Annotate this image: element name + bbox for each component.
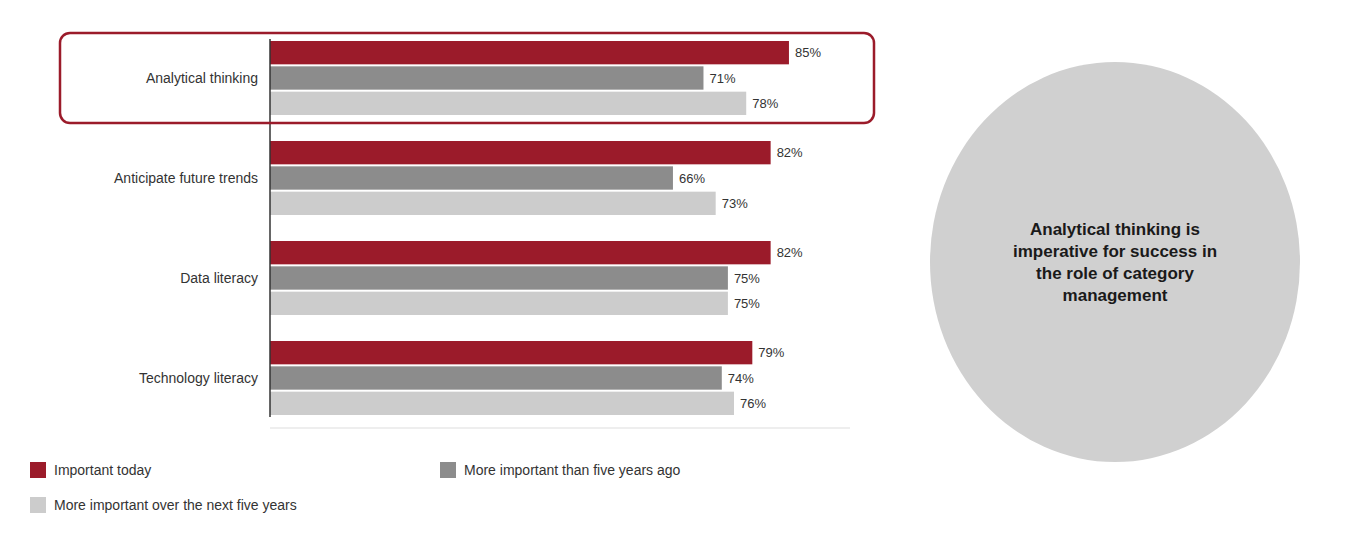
data-label: 82% (777, 145, 803, 160)
legend-label: More important than five years ago (464, 462, 681, 478)
annotation-line: management (1063, 286, 1168, 305)
data-label: 66% (679, 171, 705, 186)
category-label: Data literacy (180, 270, 258, 286)
bars (270, 41, 789, 415)
bar (270, 166, 673, 189)
annotation-circle (930, 62, 1300, 462)
legend-label: Important today (54, 462, 151, 478)
category-label: Analytical thinking (146, 70, 258, 86)
bar (270, 292, 728, 315)
legend-swatch (30, 497, 46, 513)
highlight-box (60, 33, 874, 123)
data-label: 75% (734, 271, 760, 286)
bar (270, 392, 734, 415)
bar (270, 141, 771, 164)
axis-line (269, 39, 271, 417)
data-label: 78% (752, 96, 778, 111)
annotation: Analytical thinking is imperative for suc… (1013, 220, 1217, 305)
x-range-line (270, 428, 850, 429)
legend-label: More important over the next five years (54, 497, 297, 513)
bar (270, 41, 789, 64)
annotation-line: imperative for success in (1013, 242, 1217, 261)
bar (270, 92, 746, 115)
bar (270, 192, 716, 215)
bar (270, 366, 722, 389)
data-label: 74% (728, 371, 754, 386)
data-label: 71% (709, 71, 735, 86)
data-label: 76% (740, 396, 766, 411)
annotation-line: the role of category (1036, 264, 1194, 283)
bar (270, 66, 703, 89)
chart: 85% 71% 78% 82% 66% 73% 82% 75% 75% 79% 74% 76% Anal… (0, 0, 1346, 558)
legend: Important today More important than five … (30, 462, 681, 513)
data-label: 75% (734, 296, 760, 311)
data-labels: 85% 71% 78% 82% 66% 73% 82% 75% 75% 79% 74% 76% (679, 45, 821, 411)
legend-swatch (30, 462, 46, 478)
bar (270, 266, 728, 289)
legend-swatch (440, 462, 456, 478)
annotation-line: Analytical thinking is (1030, 220, 1200, 239)
category-label: Anticipate future trends (114, 170, 258, 186)
bar (270, 341, 752, 364)
data-label: 79% (758, 345, 784, 360)
data-label: 85% (795, 45, 821, 60)
data-label: 73% (722, 196, 748, 211)
data-label: 82% (777, 245, 803, 260)
category-label: Technology literacy (139, 370, 258, 386)
bar (270, 241, 771, 264)
